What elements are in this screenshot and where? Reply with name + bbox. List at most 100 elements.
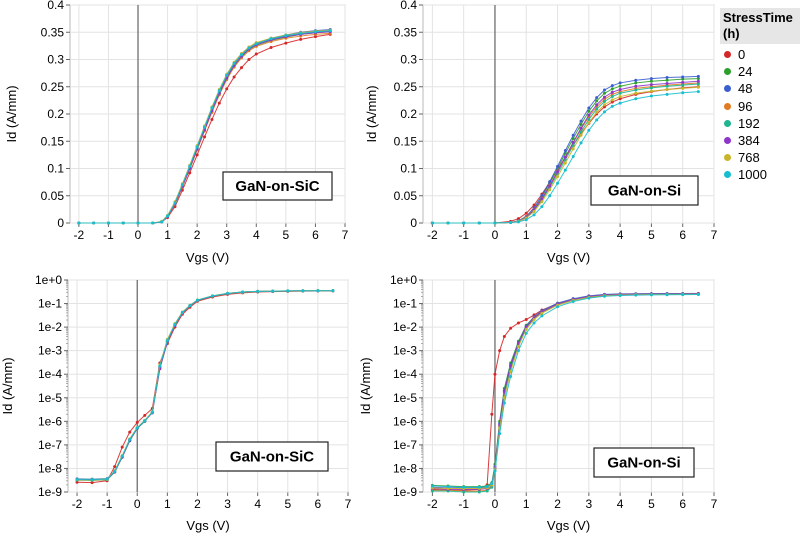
data-point [165,339,169,343]
data-point [502,334,506,338]
data-point [286,289,290,293]
x-tick-label: 0 [134,497,141,511]
data-point [618,87,622,91]
y-tick-label: 0.2 [47,107,64,121]
y-tick-label: 0.4 [47,0,64,12]
data-point [587,113,591,117]
data-point [516,345,520,349]
y-tick-label: 0 [57,216,64,230]
data-point [540,205,544,209]
data-point [524,218,528,222]
x-tick-label: 7 [342,228,349,242]
data-point [493,372,497,376]
x-tick-label: 2 [554,497,561,511]
data-point [532,318,536,322]
legend-marker-icon [724,102,731,110]
x-tick-label: 4 [617,228,624,242]
y-tick-label: 0.1 [400,162,417,176]
legend-item-0[interactable]: 0 [720,46,800,63]
x-tick-label: -2 [427,228,438,242]
data-point [634,78,638,82]
data-point [602,99,606,103]
data-point [105,477,109,481]
x-tick-label: 3 [585,228,592,242]
data-point [649,86,653,90]
data-point [502,401,506,405]
data-point [299,37,303,41]
x-axis-label: Vgs (V) [547,518,590,533]
data-point [634,91,638,95]
data-point [579,130,583,134]
data-point [477,490,481,494]
data-point [195,153,199,157]
legend-item-96[interactable]: 96 [720,98,800,115]
data-point [136,221,140,225]
data-point [649,89,653,93]
data-point [113,469,117,473]
x-tick-label: 4 [254,497,261,511]
data-point [225,73,229,77]
data-point [509,375,513,379]
y-tick-label: 1e-2 [393,320,417,334]
legend-item-192[interactable]: 192 [720,115,800,132]
data-point [649,293,653,297]
data-point [696,85,700,89]
data-point [241,290,245,294]
y-tick-label: 1e-5 [393,391,417,405]
data-point [532,321,536,325]
data-point [217,101,221,105]
data-point [563,168,567,172]
legend-item-48[interactable]: 48 [720,80,800,97]
data-point [160,220,164,224]
data-point [226,291,230,295]
data-point [681,80,685,84]
data-point [301,289,305,293]
legend-item-768[interactable]: 768 [720,149,800,166]
data-point [299,31,303,35]
data-point [618,81,622,85]
data-point [665,87,669,91]
y-tick-label: 0.35 [41,25,65,39]
data-point [595,107,599,111]
data-point [75,477,79,481]
data-point [203,125,207,129]
panel-2: -2 -1 0 1 2 3 4 5 6 7 0 0.05 0.1 0.15 0.2 0.25 0.3 0.35 0.… [364,0,718,265]
panel-4: -2 -1 0 1 2 3 4 5 6 7 1e-9 1e-8 1e-7 1e-6 1e-5 1e-4 1e-3… [358,273,718,533]
data-point [610,90,614,94]
x-tick-label: -1 [103,228,114,242]
legend-title: StressTime (h) [720,8,800,44]
data-point [92,221,96,225]
data-point [618,97,622,101]
legend-item-1000[interactable]: 1000 [720,166,800,183]
legend-item-24[interactable]: 24 [720,63,800,80]
x-tick-label: 0 [492,228,499,242]
y-tick-label: 0.2 [400,107,417,121]
data-point [524,327,528,331]
legend-item-384[interactable]: 384 [720,132,800,149]
data-point [587,121,591,125]
data-point [618,101,622,105]
data-point [232,61,236,65]
y-tick-label: 1e-9 [393,485,417,499]
data-point [225,87,229,91]
x-tick-label: -2 [72,497,83,511]
data-point [665,81,669,85]
chart-title: GaN-on-SiC [235,178,319,195]
data-point [509,364,513,368]
data-point [477,221,481,225]
data-point [150,410,154,414]
data-point [579,141,583,145]
data-point [143,419,147,423]
x-tick-label: 5 [284,497,291,511]
legend-label: 192 [738,115,760,131]
data-point [540,314,544,318]
x-tick-label: -2 [427,497,438,511]
y-tick-label: 0.25 [41,80,65,94]
data-point [610,95,614,99]
data-point [166,214,170,218]
legend-title-line1: StressTime [723,10,793,25]
data-point [587,106,591,110]
data-point [634,88,638,92]
data-point [602,88,606,92]
data-point [665,75,669,79]
